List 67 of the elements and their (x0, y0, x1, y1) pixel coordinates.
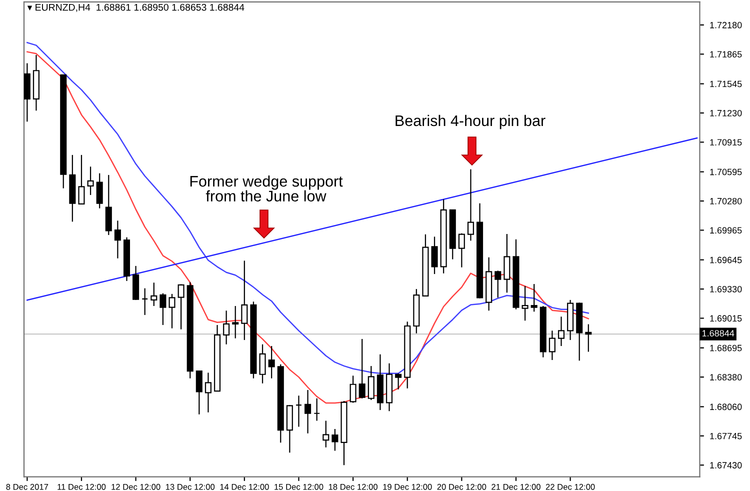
candlestick (168, 293, 176, 329)
x-tick-label: 11 Dec 12:00 (58, 484, 106, 490)
candlestick (494, 270, 502, 298)
candlestick (304, 389, 312, 434)
annotation: Bearish 4-hour pin bar (396, 114, 546, 130)
y-tick-label: 1.69015 (710, 315, 742, 322)
y-tick-label: 1.68380 (710, 374, 742, 380)
candlestick (204, 372, 212, 413)
candlestick (268, 345, 275, 379)
candlestick (259, 344, 266, 384)
y-tick-label: 1.67745 (710, 432, 742, 440)
candlestick (241, 260, 248, 341)
x-tick-label: 20 Dec 12:00 (437, 484, 486, 490)
candlestick (105, 174, 112, 236)
y-tick-label: 1.68695 (710, 344, 742, 352)
y-tick-label: 1.69330 (710, 286, 742, 292)
y-tick-label: 1.71230 (710, 110, 742, 116)
annotation: Former wedge support from the June low (190, 175, 343, 202)
y-tick-label: 1.67430 (710, 462, 742, 468)
candlestick (178, 284, 184, 330)
candlestick (223, 310, 230, 345)
candlestick (431, 236, 438, 275)
y-tick-label: 1.71865 (710, 51, 742, 58)
candlestick (87, 166, 94, 196)
x-tick-label: 13 Dec 12:00 (166, 484, 215, 490)
x-tick-label: 21 Dec 12:00 (492, 484, 540, 490)
candlestick (78, 154, 85, 205)
candlestick (142, 288, 148, 316)
candlestick (196, 370, 202, 415)
y-tick-label: 1.70915 (710, 139, 742, 146)
chart-title: EURNZD,H4 1.68861 1.68950 1.68653 1.68844 (36, 4, 244, 12)
x-tick-label: 15 Dec 12:00 (274, 484, 324, 490)
candlestick (160, 292, 166, 326)
candlestick (458, 232, 465, 268)
candlestick (350, 375, 356, 404)
x-tick-label: 22 Dec 12:00 (546, 484, 595, 490)
candlestick (96, 172, 103, 209)
y-tick-label: 1.68060 (710, 404, 742, 410)
candlestick (332, 428, 338, 452)
y-tick-label: 1.70595 (710, 168, 742, 176)
x-tick-label: 12 Dec 12:00 (112, 484, 160, 490)
x-tick-label: 18 Dec 12:00 (328, 484, 378, 490)
candlestick (114, 220, 121, 259)
candlestick (558, 316, 565, 347)
x-tick-label: 19 Dec 12:00 (383, 484, 432, 490)
candlestick (585, 324, 592, 352)
y-tick-label: 1.71545 (710, 80, 742, 88)
y-tick-label: 1.70280 (710, 198, 742, 204)
candlestick (548, 330, 556, 361)
candlestick (368, 365, 374, 401)
y-tick-label: 1.72180 (710, 22, 742, 28)
candlestick (358, 338, 366, 399)
candlestick (295, 395, 302, 428)
candlestick (322, 420, 330, 448)
x-tick-label: 8 Dec 2017 (6, 484, 48, 490)
candlestick (314, 398, 320, 422)
x-tick-label: 14 Dec 12:00 (220, 484, 269, 490)
candlestick (504, 233, 510, 294)
ref-line-label: 1.68844 (702, 330, 734, 336)
y-tick-label: 1.69645 (710, 256, 742, 264)
candlestick (232, 305, 239, 339)
candlestick (150, 282, 158, 307)
candlestick (467, 168, 474, 242)
candlestick (395, 372, 402, 390)
y-tick-label: 1.69965 (710, 227, 742, 234)
candlestick (530, 283, 538, 312)
candlestick (522, 285, 528, 322)
